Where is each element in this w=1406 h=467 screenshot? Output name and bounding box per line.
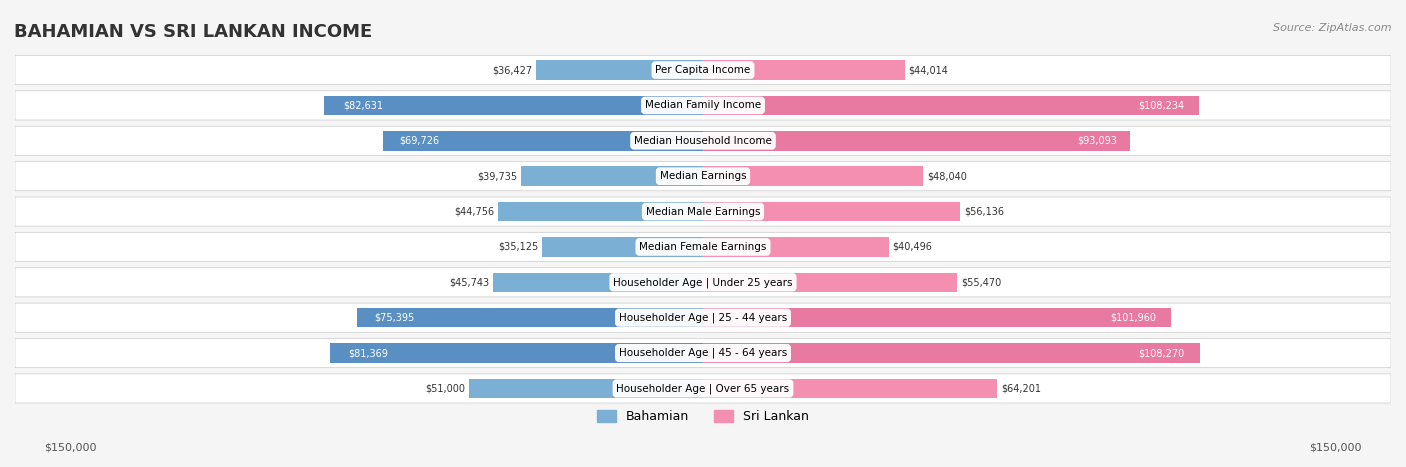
Text: Median Household Income: Median Household Income (634, 136, 772, 146)
Text: Median Female Earnings: Median Female Earnings (640, 242, 766, 252)
Bar (703, 131, 1130, 150)
FancyBboxPatch shape (15, 162, 1391, 191)
FancyBboxPatch shape (15, 126, 1391, 156)
Text: $81,369: $81,369 (349, 348, 388, 358)
Text: $44,756: $44,756 (454, 206, 495, 217)
Bar (494, 273, 703, 292)
Text: $75,395: $75,395 (374, 313, 415, 323)
FancyBboxPatch shape (15, 233, 1391, 262)
Bar (520, 166, 703, 186)
FancyBboxPatch shape (15, 91, 1391, 120)
Bar (541, 237, 703, 257)
Legend: Bahamian, Sri Lankan: Bahamian, Sri Lankan (592, 404, 814, 428)
Bar (703, 379, 997, 398)
Text: Householder Age | Over 65 years: Householder Age | Over 65 years (616, 383, 790, 394)
Bar (384, 131, 703, 150)
Text: $101,960: $101,960 (1111, 313, 1157, 323)
Bar (703, 273, 957, 292)
Text: Source: ZipAtlas.com: Source: ZipAtlas.com (1274, 23, 1392, 33)
Bar (703, 308, 1171, 327)
Text: $150,000: $150,000 (1309, 443, 1362, 453)
Text: Householder Age | 25 - 44 years: Householder Age | 25 - 44 years (619, 312, 787, 323)
Bar (536, 60, 703, 80)
Text: BAHAMIAN VS SRI LANKAN INCOME: BAHAMIAN VS SRI LANKAN INCOME (14, 23, 373, 42)
Text: $108,270: $108,270 (1139, 348, 1185, 358)
Text: $35,125: $35,125 (498, 242, 538, 252)
FancyBboxPatch shape (15, 374, 1391, 403)
Text: Median Earnings: Median Earnings (659, 171, 747, 181)
Text: $64,201: $64,201 (1001, 383, 1040, 393)
Text: $51,000: $51,000 (426, 383, 465, 393)
Bar (498, 202, 703, 221)
Text: $82,631: $82,631 (343, 100, 382, 110)
Text: $56,136: $56,136 (965, 206, 1004, 217)
Text: Householder Age | 45 - 64 years: Householder Age | 45 - 64 years (619, 348, 787, 358)
Bar (330, 343, 703, 363)
FancyBboxPatch shape (15, 197, 1391, 226)
Text: $45,743: $45,743 (450, 277, 489, 287)
Bar (323, 96, 703, 115)
Text: $44,014: $44,014 (908, 65, 948, 75)
Bar (703, 202, 960, 221)
Bar (703, 60, 905, 80)
Text: $48,040: $48,040 (927, 171, 967, 181)
Bar (703, 96, 1199, 115)
Bar (703, 237, 889, 257)
Text: $55,470: $55,470 (960, 277, 1001, 287)
Text: Median Family Income: Median Family Income (645, 100, 761, 110)
FancyBboxPatch shape (15, 56, 1391, 85)
FancyBboxPatch shape (15, 268, 1391, 297)
Text: Per Capita Income: Per Capita Income (655, 65, 751, 75)
Bar (703, 343, 1199, 363)
FancyBboxPatch shape (15, 339, 1391, 368)
Text: $40,496: $40,496 (893, 242, 932, 252)
FancyBboxPatch shape (15, 303, 1391, 332)
Text: $108,234: $108,234 (1139, 100, 1184, 110)
Text: Median Male Earnings: Median Male Earnings (645, 206, 761, 217)
Text: $69,726: $69,726 (399, 136, 439, 146)
Text: $150,000: $150,000 (44, 443, 97, 453)
Bar (357, 308, 703, 327)
Bar (470, 379, 703, 398)
Text: $39,735: $39,735 (477, 171, 517, 181)
Text: Householder Age | Under 25 years: Householder Age | Under 25 years (613, 277, 793, 288)
Bar (703, 166, 924, 186)
Text: $36,427: $36,427 (492, 65, 533, 75)
Text: $93,093: $93,093 (1077, 136, 1118, 146)
